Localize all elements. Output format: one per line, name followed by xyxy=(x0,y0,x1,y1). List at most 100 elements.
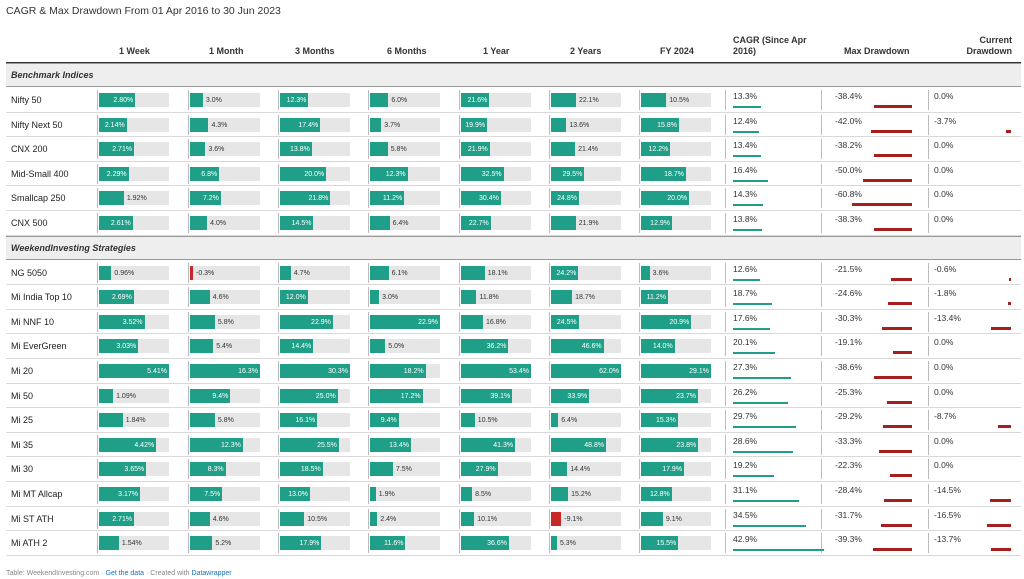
return-value: 1.54% xyxy=(121,540,142,548)
return-cell: 5.41% xyxy=(99,359,169,383)
column-separator xyxy=(368,311,369,332)
column-separator xyxy=(928,508,929,529)
column-separator xyxy=(928,336,929,357)
return-cell: 4.3% xyxy=(190,113,260,137)
column-separator xyxy=(368,508,369,529)
column-separator xyxy=(725,459,726,480)
column-separator xyxy=(928,361,929,381)
return-bar xyxy=(280,388,338,403)
max-drawdown-value: -31.7% xyxy=(835,509,862,520)
get-data-link[interactable]: Get the data xyxy=(105,570,145,577)
chart-title: CAGR & Max Drawdown From 01 Apr 2016 to … xyxy=(6,5,281,17)
column-separator xyxy=(549,188,550,209)
column-separator xyxy=(97,508,98,529)
column-separator xyxy=(97,336,98,357)
return-value: 29.1% xyxy=(689,368,709,375)
return-bar xyxy=(280,191,331,206)
return-bar xyxy=(99,191,124,206)
table-row: Mid-Small 400 2.29% 6.8% 20.0% 12.3% 32.5% 29.… xyxy=(6,162,1021,187)
return-bar xyxy=(641,265,650,280)
column-separator xyxy=(188,434,189,455)
bar-track xyxy=(190,216,260,230)
column-separator xyxy=(639,90,640,110)
return-bar xyxy=(641,511,663,526)
column-separator xyxy=(459,287,460,308)
return-value: 11.2% xyxy=(646,294,666,302)
column-separator xyxy=(368,385,369,406)
return-value: 13.8% xyxy=(290,146,310,154)
cagr-bar xyxy=(733,549,824,552)
return-value: 5.3% xyxy=(559,540,576,548)
return-bar xyxy=(551,117,567,132)
return-bar xyxy=(551,339,604,354)
return-cell: 0.96% xyxy=(99,261,169,285)
column-separator xyxy=(821,90,822,110)
cagr-value: 12.6% xyxy=(733,263,758,274)
return-value: 10.5% xyxy=(307,515,328,523)
return-cell: 8.3% xyxy=(190,457,260,481)
column-separator xyxy=(97,213,98,233)
return-value: 15.5% xyxy=(656,540,677,548)
return-cell: 9.1% xyxy=(641,507,711,531)
column-separator xyxy=(639,287,640,308)
return-cell: 5.8% xyxy=(190,310,260,334)
return-value: 62.0% xyxy=(599,368,619,375)
return-bar xyxy=(99,364,169,378)
return-cell: 16.3% xyxy=(190,359,260,383)
max-drawdown-bar xyxy=(874,105,912,108)
return-cell: 6.0% xyxy=(370,88,440,112)
return-value: 36.6% xyxy=(487,540,507,548)
max-drawdown-bar xyxy=(873,548,912,552)
column-separator xyxy=(459,410,460,431)
column-separator xyxy=(459,114,460,135)
bar-track xyxy=(551,462,621,477)
column-separator xyxy=(188,336,189,357)
row-label-mi-35: Mi 35 xyxy=(11,439,34,450)
column-separator xyxy=(928,262,929,283)
return-value: 4.42% xyxy=(134,441,155,449)
current-drawdown-value: 0.0% xyxy=(934,386,954,397)
column-separator xyxy=(821,188,822,209)
current-drawdown-value: 0.0% xyxy=(934,164,954,175)
row-label-mi-ath-2: Mi ATH 2 xyxy=(11,538,48,549)
return-bar xyxy=(280,290,308,305)
bar-track xyxy=(190,142,260,157)
column-separator xyxy=(725,114,726,135)
row-label-mid-small-400: Mid-Small 400 xyxy=(11,168,69,179)
return-bar xyxy=(190,117,209,132)
column-separator xyxy=(639,484,640,504)
return-bar xyxy=(551,290,573,305)
table-row: Mi MT Allcap 3.17% 7.5% 13.0% 1.9% 8.5% 15.2% 1… xyxy=(6,482,1021,507)
return-value: 5.2% xyxy=(215,540,232,548)
return-bar xyxy=(461,265,485,280)
column-separator xyxy=(725,262,726,283)
column-separator xyxy=(278,533,279,554)
return-value: 13.0% xyxy=(288,491,309,498)
max-drawdown-value: -50.0% xyxy=(835,164,862,175)
bar-track xyxy=(190,93,260,107)
return-bar xyxy=(641,314,692,329)
return-bar xyxy=(99,290,134,305)
column-separator xyxy=(549,213,550,233)
return-bar xyxy=(461,462,498,477)
max-drawdown-bar xyxy=(882,326,912,330)
group-title: WeekendInvesting Strategies xyxy=(11,242,136,253)
return-value: 17.4% xyxy=(298,121,319,129)
column-separator xyxy=(368,114,369,135)
column-separator xyxy=(549,139,550,160)
column-separator xyxy=(278,139,279,160)
table-row: Mi NNF 10 3.52% 5.8% 22.9% 22.9% 16.8% 24.5% 20… xyxy=(6,310,1021,335)
return-cell: 13.6% xyxy=(551,113,621,137)
return-value: 18.7% xyxy=(664,170,684,178)
col-header-cagr: CAGR (Since Apr 2016) xyxy=(733,35,807,56)
return-bar xyxy=(370,290,380,305)
column-separator xyxy=(459,311,460,332)
table-row: Nifty 50 2.80% 3.0% 12.3% 6.0% 21.6% 22.1% 10.5… xyxy=(6,88,1021,113)
return-value: 7.5% xyxy=(204,491,221,498)
return-value: 20.9% xyxy=(669,318,690,326)
datawrapper-link[interactable]: Datawrapper xyxy=(191,570,232,577)
return-cell: 27.9% xyxy=(461,457,531,481)
column-separator xyxy=(97,163,98,184)
return-bar xyxy=(190,216,208,230)
return-bar xyxy=(461,536,509,551)
